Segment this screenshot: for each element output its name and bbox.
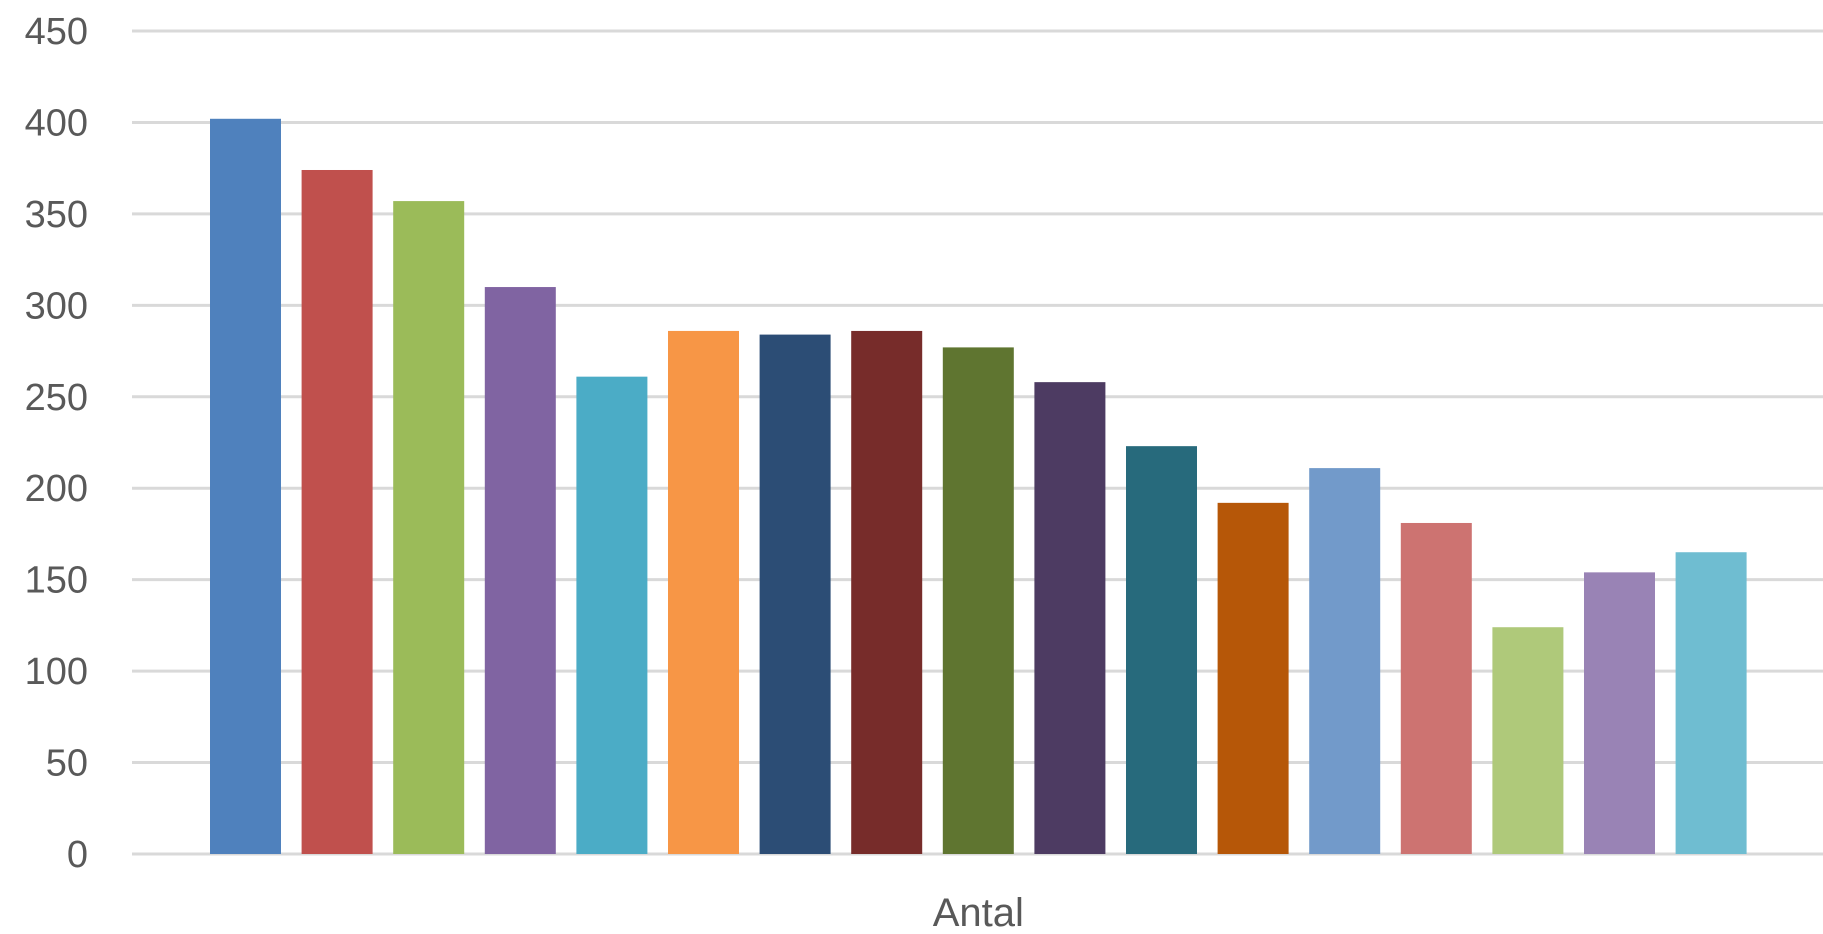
bar — [1034, 382, 1106, 854]
bar — [1217, 502, 1289, 854]
y-tick-label: 400 — [25, 102, 88, 144]
y-axis-tick-labels: 0 50 100 150 200 250 300 350 400 450 — [25, 11, 88, 876]
bar — [1492, 627, 1564, 854]
y-tick-label: 450 — [25, 11, 88, 53]
bar — [301, 169, 373, 855]
x-category-label: Antal — [933, 891, 1024, 934]
bar — [1309, 468, 1381, 854]
bar — [1126, 446, 1197, 854]
y-tick-label: 100 — [25, 651, 88, 693]
bar — [942, 347, 1014, 854]
bar — [210, 118, 281, 854]
bar — [851, 330, 923, 855]
bars — [210, 118, 1747, 855]
bar — [668, 330, 739, 855]
bar — [393, 201, 465, 854]
bar — [484, 287, 556, 854]
y-tick-label: 150 — [25, 560, 88, 602]
y-tick-label: 250 — [25, 377, 88, 419]
bar — [759, 334, 831, 854]
y-tick-label: 300 — [25, 285, 88, 327]
bar — [1400, 522, 1472, 854]
y-tick-label: 0 — [67, 834, 88, 876]
y-tick-label: 200 — [25, 468, 88, 510]
bar — [1584, 572, 1655, 854]
y-tick-label: 350 — [25, 194, 88, 236]
y-tick-label: 50 — [46, 743, 88, 785]
bar — [576, 376, 648, 854]
bar — [1675, 552, 1747, 854]
